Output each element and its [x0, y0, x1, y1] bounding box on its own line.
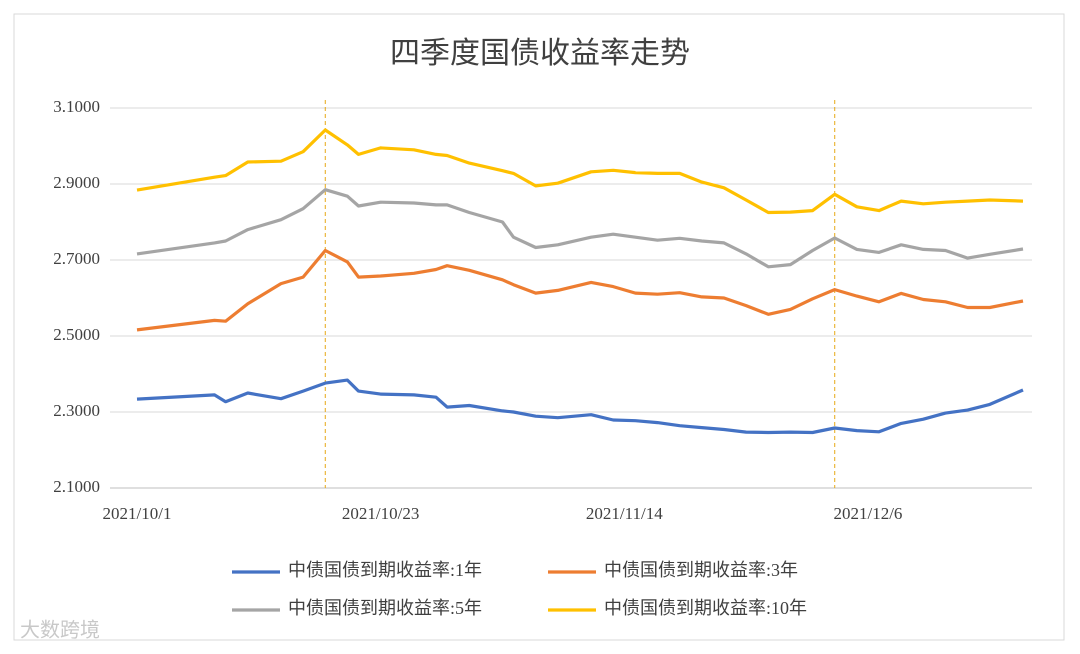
chart-title: 四季度国债收益率走势: [390, 37, 690, 70]
y-tick-label: 3.1000: [53, 97, 100, 116]
x-tick-label: 2021/11/14: [586, 504, 663, 523]
legend-label: 中债国债到期收益率:5年: [288, 598, 482, 618]
legend-label: 中债国债到期收益率:10年: [604, 598, 807, 618]
watermark: 大数跨境: [20, 619, 100, 642]
y-tick-label: 2.5000: [53, 325, 100, 344]
y-tick-label: 2.7000: [53, 249, 100, 268]
series-line: [136, 248, 1024, 332]
y-tick-label: 2.9000: [53, 173, 100, 192]
x-tick-label: 2021/12/6: [833, 504, 902, 523]
legend-label: 中债国债到期收益率:3年: [604, 560, 798, 580]
legend-label: 中债国债到期收益率:1年: [288, 560, 482, 580]
series-line: [136, 128, 1024, 215]
series-line: [136, 188, 1024, 269]
x-tick-label: 2021/10/1: [103, 504, 172, 523]
y-tick-label: 2.3000: [53, 401, 100, 420]
y-tick-label: 2.1000: [53, 477, 100, 496]
series-line: [136, 378, 1024, 435]
chart-frame: [13, 13, 1065, 641]
x-tick-label: 2021/10/23: [342, 504, 419, 523]
